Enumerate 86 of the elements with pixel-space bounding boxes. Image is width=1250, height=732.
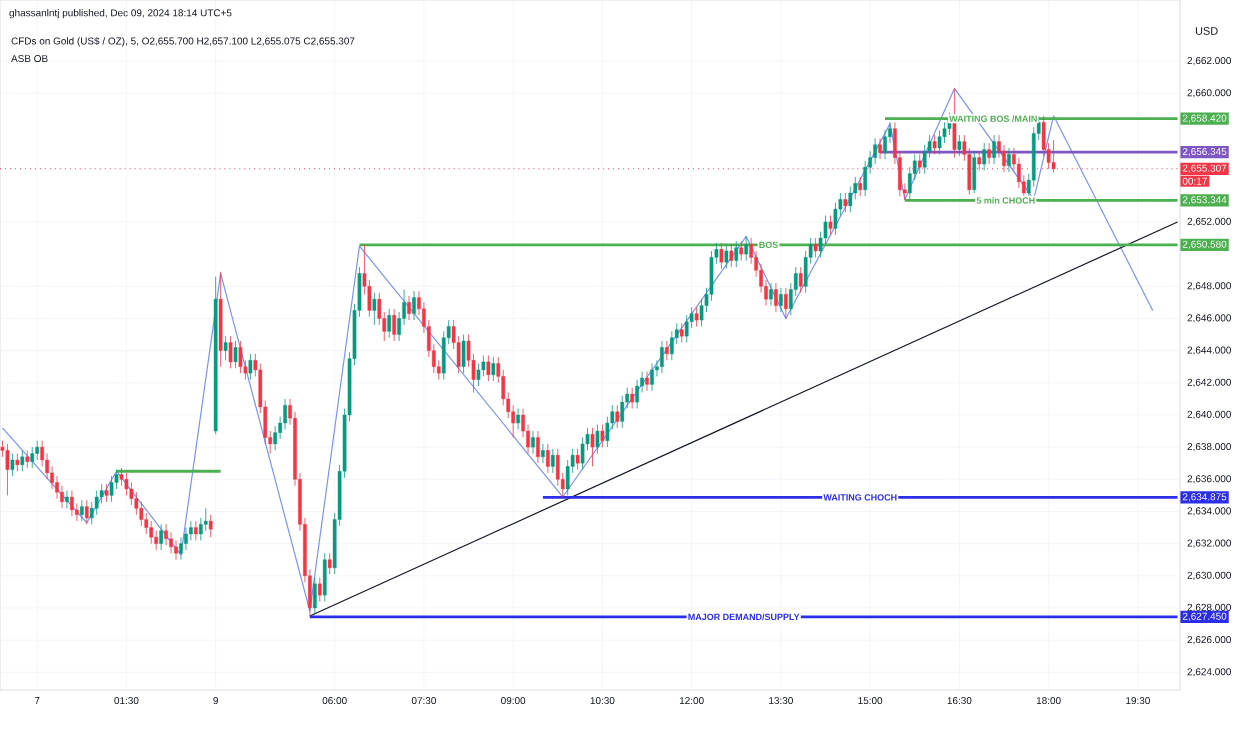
candlestick — [1007, 147, 1011, 173]
candlestick — [729, 244, 734, 268]
candlestick — [327, 552, 332, 575]
candlestick — [858, 176, 863, 197]
candlestick — [784, 287, 788, 319]
candlestick — [684, 314, 689, 343]
candlestick — [957, 134, 962, 157]
candlestick — [987, 142, 991, 165]
candlestick — [769, 282, 773, 306]
candlestick — [412, 290, 416, 321]
candlestick — [536, 430, 540, 464]
candlestick — [169, 531, 173, 554]
candlestick — [630, 387, 634, 409]
candlestick — [541, 443, 545, 464]
candlestick — [159, 523, 163, 551]
candlestick — [813, 237, 818, 258]
candlestick — [694, 306, 699, 327]
candlestick — [546, 443, 550, 474]
candlestick — [109, 475, 114, 503]
candlestick — [600, 424, 605, 448]
candlestick — [70, 490, 74, 517]
candlestick — [273, 425, 277, 451]
candlestick — [84, 499, 89, 525]
candlestick — [407, 295, 411, 321]
candlestick — [392, 308, 396, 342]
candlestick — [669, 330, 674, 361]
candlestick — [828, 215, 833, 236]
candlestick — [645, 371, 649, 392]
candlestick — [233, 340, 238, 369]
candlestick — [516, 408, 520, 430]
candlestick — [665, 340, 669, 361]
candlestick — [982, 142, 986, 171]
candlestick — [313, 577, 317, 615]
candlestick — [203, 507, 208, 532]
candlestick — [932, 134, 937, 155]
candlestick — [179, 536, 183, 561]
candlestick — [461, 334, 466, 374]
candlestick — [719, 242, 724, 269]
candlestick — [248, 353, 253, 380]
candlestick — [843, 192, 848, 213]
candlestick — [30, 446, 35, 469]
candlestick — [491, 356, 496, 382]
candlestick — [679, 322, 684, 343]
candlestick — [550, 448, 555, 474]
candlestick — [238, 340, 243, 374]
candlestick — [372, 292, 377, 326]
candlestick — [724, 244, 729, 269]
candlestick — [149, 520, 154, 545]
candlestick — [590, 427, 595, 467]
candlestick — [635, 379, 639, 409]
candlestick — [317, 577, 322, 602]
candlestick — [878, 137, 882, 160]
candlestick — [739, 240, 744, 261]
candlestick — [208, 514, 213, 538]
candlestick — [798, 266, 803, 294]
candlestick — [575, 448, 580, 471]
candlestick — [779, 287, 783, 313]
candlestick — [322, 552, 327, 602]
candlestick — [620, 395, 625, 429]
candlestick — [65, 490, 69, 509]
candlestick — [164, 523, 168, 546]
candlestick — [774, 282, 778, 313]
candlestick — [223, 335, 228, 361]
candlestick — [486, 355, 491, 382]
candlestick — [937, 129, 942, 155]
candlestick — [228, 335, 233, 369]
candlestick — [883, 129, 887, 160]
candlestick — [734, 240, 739, 268]
candlestick — [194, 520, 198, 541]
candlestick — [476, 363, 481, 387]
candlestick — [35, 440, 40, 461]
candlestick — [650, 363, 654, 392]
candlestick — [94, 490, 99, 516]
candlestick — [744, 236, 749, 261]
candlestick — [660, 340, 664, 374]
candlestick — [972, 150, 977, 194]
candlestick — [615, 404, 620, 429]
candlestick — [387, 308, 392, 339]
candlestick — [174, 540, 178, 561]
candlestick — [79, 499, 84, 522]
candlestick — [992, 134, 996, 165]
candlestick — [20, 449, 25, 472]
candlestick — [531, 430, 535, 454]
candlestick — [5, 443, 10, 496]
candlestick — [10, 453, 15, 477]
candlestick — [595, 424, 600, 454]
